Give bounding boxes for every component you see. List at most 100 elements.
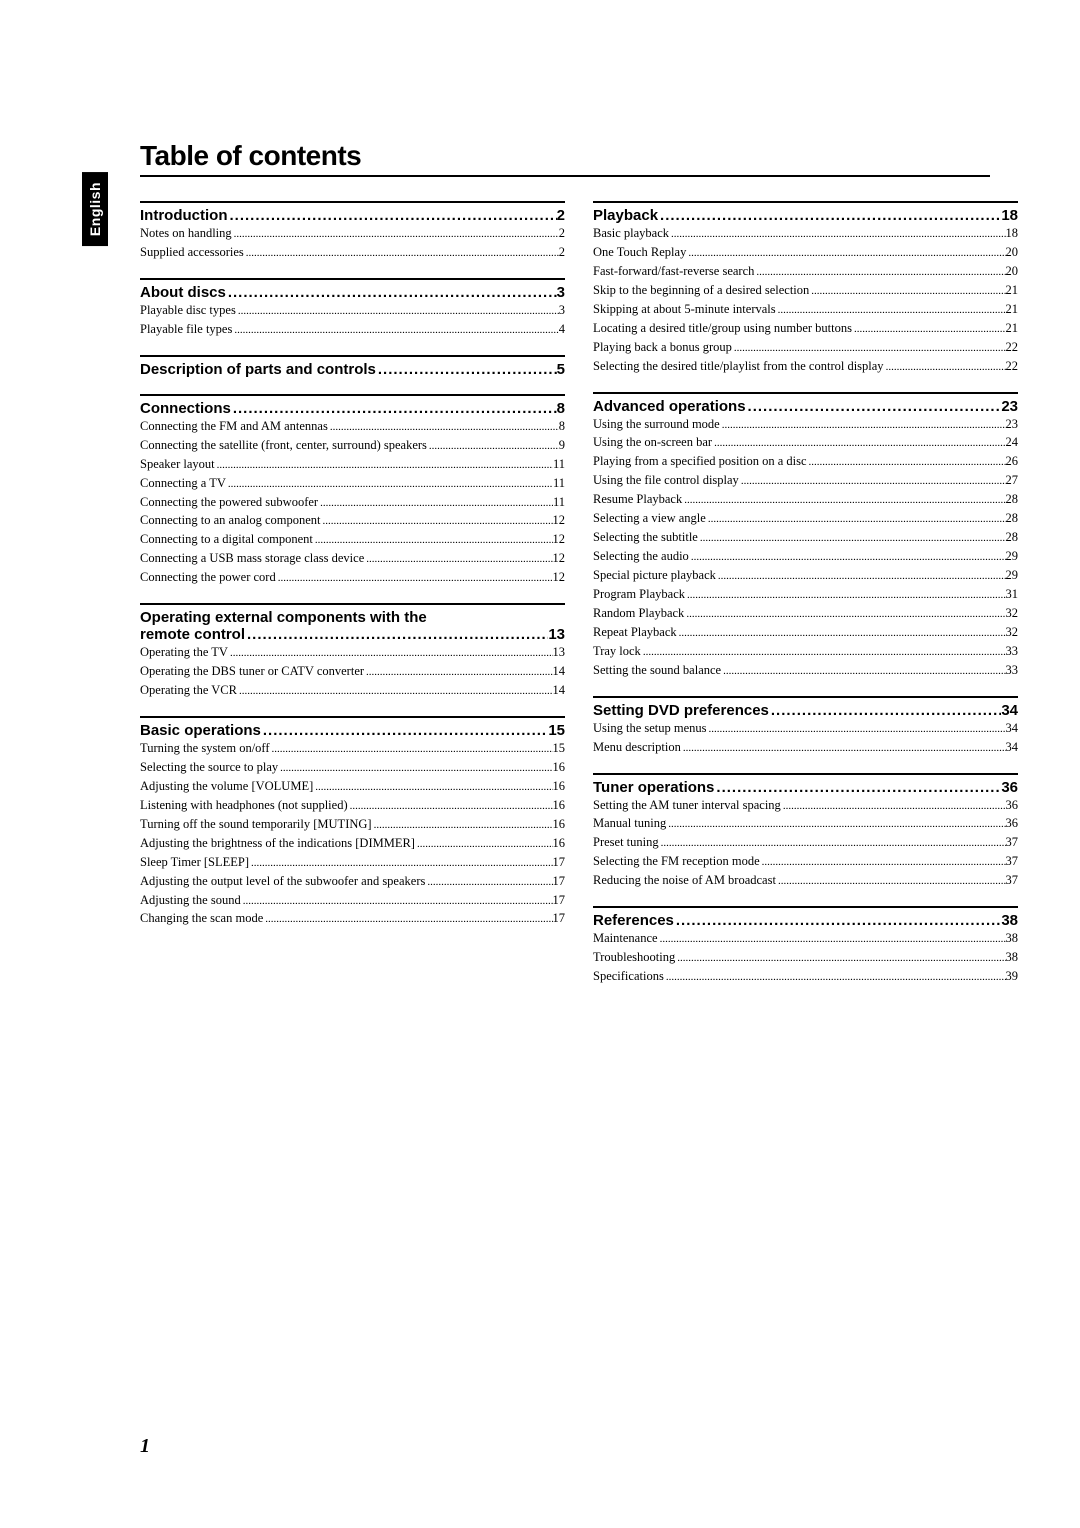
dot-leader: ........................................… [732, 341, 1006, 357]
toc-entry-label: Setting the sound balance [593, 661, 721, 679]
dot-leader: ........................................… [698, 531, 1006, 547]
toc-columns: Introduction ...........................… [140, 201, 990, 1002]
toc-entry-label: Special picture playback [593, 566, 716, 584]
toc-entry: Selecting the source to play ...........… [140, 758, 565, 777]
dot-leader: ........................................… [884, 360, 1006, 376]
toc-section: Basic operations .......................… [140, 716, 565, 928]
toc-entry-label: Troubleshooting [593, 948, 675, 966]
toc-entry-page: 21 [1006, 300, 1019, 318]
toc-entry: Menu description .......................… [593, 738, 1018, 757]
toc-entry-page: 37 [1006, 871, 1019, 889]
toc-entry: Connecting to a digital component ......… [140, 530, 565, 549]
toc-entry-page: 17 [553, 909, 566, 927]
dot-leader: ........................................… [427, 439, 559, 455]
dot-leader: ........................................… [364, 552, 552, 568]
toc-entry: Connecting to an analog component ......… [140, 511, 565, 530]
toc-section: Setting DVD preferences ................… [593, 696, 1018, 757]
dot-leader: ........................................… [658, 207, 1001, 224]
dot-leader: ........................................… [739, 474, 1006, 490]
section-heading-label: Setting DVD preferences [593, 702, 769, 719]
page-number: 1 [140, 1435, 150, 1458]
toc-entry: Basic playback .........................… [593, 224, 1018, 243]
section-heading: Advanced operations ....................… [593, 392, 1018, 415]
toc-entry-page: 24 [1006, 433, 1019, 451]
toc-entry: Using the surround mode ................… [593, 415, 1018, 434]
dot-leader: ........................................… [776, 874, 1006, 890]
toc-entry: Playable file types ....................… [140, 320, 565, 339]
toc-entry: Adjusting the sound ....................… [140, 891, 565, 910]
dot-leader: ........................................… [769, 702, 1001, 719]
section-heading: Tuner operations .......................… [593, 773, 1018, 796]
dot-leader: ........................................… [746, 398, 1002, 415]
toc-section: Advanced operations ....................… [593, 392, 1018, 680]
toc-entry-label: Connecting a TV [140, 474, 226, 492]
section-heading-page: 36 [1001, 779, 1018, 796]
section-heading-page: 23 [1001, 398, 1018, 415]
dot-leader: ........................................… [249, 856, 552, 872]
toc-entry-page: 39 [1006, 967, 1019, 985]
toc-entry-page: 12 [553, 530, 566, 548]
toc-entry-page: 23 [1006, 415, 1019, 433]
toc-entry-label: Turning off the sound temporarily [MUTIN… [140, 815, 372, 833]
dot-leader: ........................................… [425, 875, 552, 891]
dot-leader: ........................................… [712, 436, 1005, 452]
toc-entry-page: 34 [1006, 719, 1019, 737]
toc-entry: Adjusting the output level of the subwoo… [140, 872, 565, 891]
toc-entry-label: Connecting to an analog component [140, 511, 321, 529]
toc-entry: Special picture playback ...............… [593, 566, 1018, 585]
section-heading-line: Operating external components with the [140, 609, 565, 626]
toc-entry-label: Setting the AM tuner interval spacing [593, 796, 781, 814]
toc-entry: Turning off the sound temporarily [MUTIN… [140, 815, 565, 834]
dot-leader: ........................................… [641, 645, 1006, 661]
dot-leader: ........................................… [241, 894, 553, 910]
toc-section: About discs ............................… [140, 278, 565, 339]
toc-entry-page: 11 [553, 474, 565, 492]
toc-entry-label: Adjusting the output level of the subwoo… [140, 872, 425, 890]
toc-entry-label: Adjusting the brightness of the indicati… [140, 834, 415, 852]
dot-leader: ........................................… [226, 284, 557, 301]
toc-entry-label: One Touch Replay [593, 243, 686, 261]
toc-entry-page: 29 [1006, 547, 1019, 565]
toc-entry-label: Playable disc types [140, 301, 236, 319]
dot-leader: ........................................… [658, 932, 1006, 948]
toc-entry-page: 37 [1006, 852, 1019, 870]
dot-leader: ........................................… [228, 646, 553, 662]
dot-leader: ........................................… [263, 912, 552, 928]
toc-entry-label: Program Playback [593, 585, 685, 603]
dot-leader: ........................................… [318, 496, 553, 512]
toc-entry: Operating the TV .......................… [140, 643, 565, 662]
toc-entry-label: Connecting the power cord [140, 568, 276, 586]
toc-entry-label: Locating a desired title/group using num… [593, 319, 852, 337]
toc-section: Description of parts and controls ......… [140, 355, 565, 378]
toc-entry-label: Preset tuning [593, 833, 659, 851]
toc-entry: One Touch Replay .......................… [593, 243, 1018, 262]
section-heading: References .............................… [593, 906, 1018, 929]
toc-entry-label: Maintenance [593, 929, 658, 947]
toc-entry-page: 36 [1006, 814, 1019, 832]
toc-entry-label: Specifications [593, 967, 664, 985]
toc-entry-page: 12 [553, 568, 566, 586]
toc-entry: Sleep Timer [SLEEP] ....................… [140, 853, 565, 872]
toc-entry-label: Menu description [593, 738, 681, 756]
toc-entry-page: 27 [1006, 471, 1019, 489]
section-heading-label: Connections [140, 400, 231, 417]
toc-entry: Preset tuning ..........................… [593, 833, 1018, 852]
dot-leader: ........................................… [677, 626, 1006, 642]
page-title: Table of contents [140, 140, 990, 177]
toc-entry-page: 33 [1006, 661, 1019, 679]
dot-leader: ........................................… [270, 742, 553, 758]
section-heading-page: 18 [1001, 207, 1018, 224]
toc-entry-label: Using the file control display [593, 471, 739, 489]
toc-entry-page: 26 [1006, 452, 1019, 470]
right-column: Playback ...............................… [593, 201, 1018, 1002]
dot-leader: ........................................… [807, 455, 1006, 471]
toc-entry-page: 2 [559, 243, 565, 261]
section-heading-label: Description of parts and controls [140, 361, 376, 378]
toc-entry-page: 33 [1006, 642, 1019, 660]
toc-entry-label: Skipping at about 5-minute intervals [593, 300, 776, 318]
dot-leader: ........................................… [760, 855, 1006, 871]
toc-entry-page: 16 [553, 777, 566, 795]
section-heading: About discs ............................… [140, 278, 565, 301]
toc-entry-page: 3 [559, 301, 565, 319]
toc-entry-page: 11 [553, 455, 565, 473]
